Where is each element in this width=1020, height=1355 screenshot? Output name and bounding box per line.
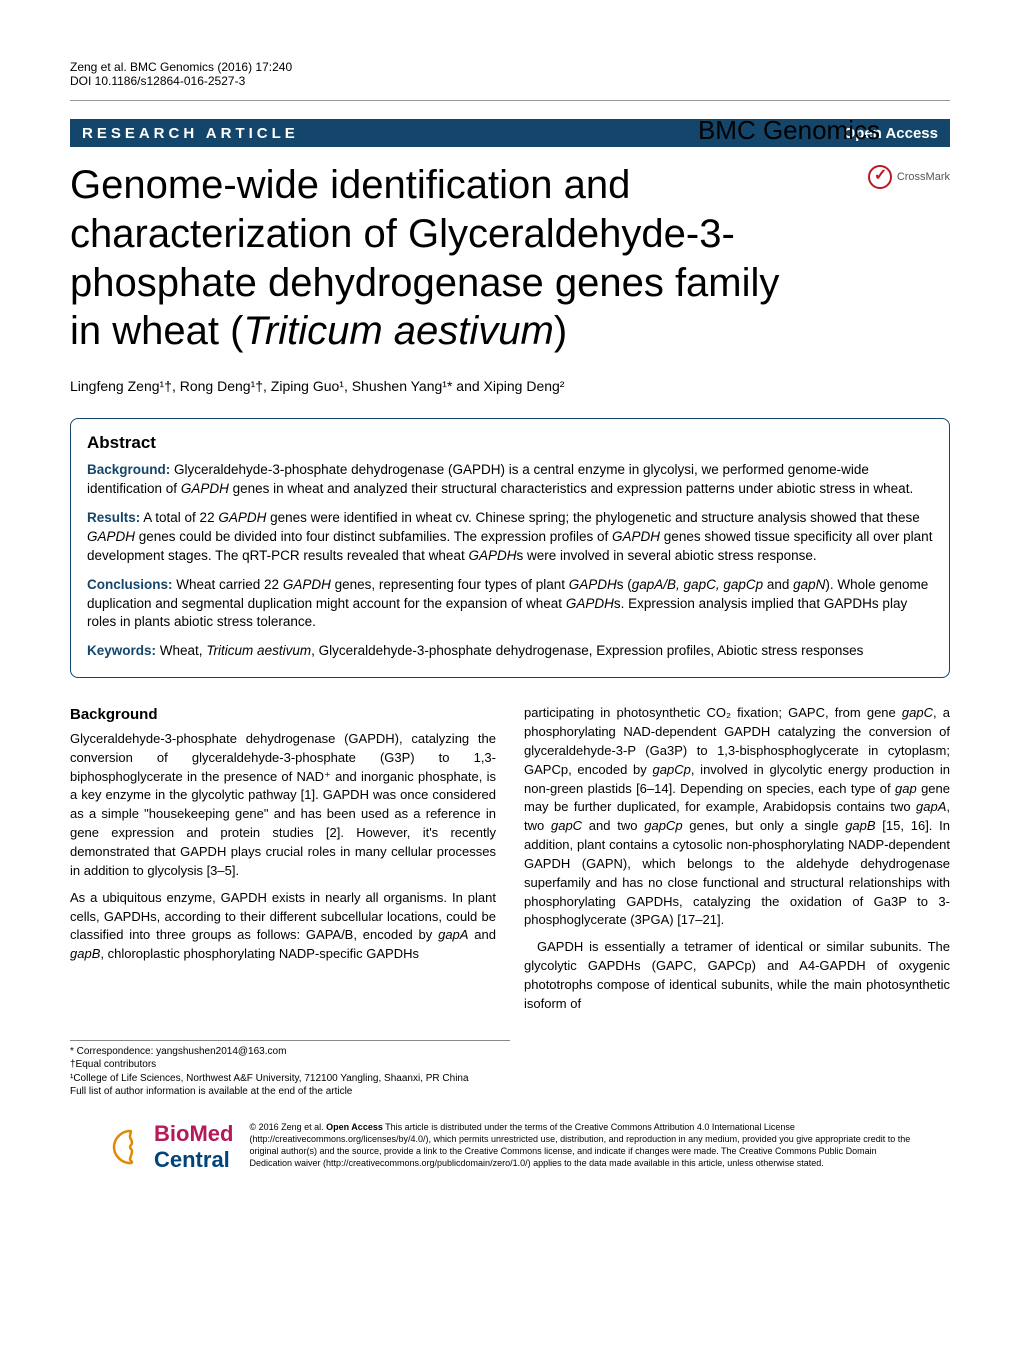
bmc-logo: BioMed Central <box>110 1121 233 1173</box>
c2p1-f: and two <box>582 818 644 833</box>
c2p1-i7: gapB <box>845 818 875 833</box>
banner-left: RESEARCH ARTICLE <box>82 125 299 142</box>
col2-p1: participating in photosynthetic CO₂ fixa… <box>524 704 950 930</box>
title-line4-italic: Triticum aestivum <box>243 309 553 353</box>
bmc-logo-bio: BioMed <box>154 1121 233 1146</box>
abs-res-i4: GAPDH <box>468 548 516 563</box>
c2p1-g: genes, but only a single <box>683 818 846 833</box>
abs-con-c: s ( <box>617 577 632 592</box>
abs-con-i4: gapN <box>793 577 825 592</box>
title-line2: characterization of Glyceraldehyde-3- <box>70 212 735 256</box>
c2p1-i1: gapC <box>902 705 933 720</box>
abstract-conclusions: Conclusions: Wheat carried 22 GAPDH gene… <box>87 576 933 633</box>
title-line4a: in wheat ( <box>70 309 243 353</box>
footnotes: * Correspondence: yangshushen2014@163.co… <box>70 1040 510 1099</box>
abs-kw-a: Wheat, <box>156 643 206 658</box>
title-line1: Genome-wide identification and <box>70 163 630 207</box>
crossmark-icon <box>868 165 892 189</box>
authors-line: Lingfeng Zeng¹†, Rong Deng¹†, Ziping Guo… <box>70 378 950 394</box>
abs-con-d: and <box>763 577 793 592</box>
abs-res-i2: GAPDH <box>87 529 135 544</box>
c1p2-a: As a ubiquitous enzyme, GAPDH exists in … <box>70 890 496 943</box>
article-title: Genome-wide identification and character… <box>70 161 950 356</box>
col2-p2: GAPDH is essentially a tetramer of ident… <box>524 938 950 1013</box>
title-line4b: ) <box>554 309 567 353</box>
abs-con-b: genes, representing four types of plant <box>331 577 569 592</box>
fn-affiliation1: ¹College of Life Sciences, Northwest A&F… <box>70 1072 510 1086</box>
c2p1-i2: gapCp <box>653 762 691 777</box>
abs-res-label: Results: <box>87 510 140 525</box>
abstract-results: Results: A total of 22 GAPDH genes were … <box>87 509 933 566</box>
abs-res-c: genes could be divided into four distinc… <box>135 529 612 544</box>
abs-con-i5: GAPDH <box>566 596 614 611</box>
abs-res-i1: GAPDH <box>218 510 266 525</box>
lic-bold: Open Access <box>326 1122 383 1132</box>
lic-a: © 2016 Zeng et al. <box>249 1122 326 1132</box>
page-root: Zeng et al. BMC Genomics (2016) 17:240 D… <box>0 0 1020 1203</box>
abs-res-e: s were involved in several abiotic stres… <box>516 548 816 563</box>
fn-correspondence: * Correspondence: yangshushen2014@163.co… <box>70 1045 510 1059</box>
c2p1-i5: gapC <box>551 818 582 833</box>
abs-res-a: A total of 22 <box>140 510 218 525</box>
journal-logo: BMC Genomics <box>698 115 880 146</box>
abstract-heading: Abstract <box>87 433 933 453</box>
license-text: © 2016 Zeng et al. Open Access This arti… <box>249 1121 950 1170</box>
crossmark-label: CrossMark <box>897 171 950 183</box>
fn-equal: †Equal contributors <box>70 1058 510 1072</box>
abs-bg-b: genes in wheat and analyzed their struct… <box>229 481 913 496</box>
abs-con-i3: gapA/B, gapC, gapCp <box>632 577 763 592</box>
header-row: Zeng et al. BMC Genomics (2016) 17:240 D… <box>70 60 950 101</box>
column-left: Background Glyceraldehyde-3-phosphate de… <box>70 704 496 1022</box>
c1p2-i2: gapB <box>70 946 100 961</box>
abstract-box: Abstract Background: Glyceraldehyde-3-ph… <box>70 418 950 678</box>
abs-con-a: Wheat carried 22 <box>173 577 283 592</box>
citation-text: Zeng et al. BMC Genomics (2016) 17:240 <box>70 60 292 74</box>
column-right: participating in photosynthetic CO₂ fixa… <box>524 704 950 1022</box>
c2p1-h: [15, 16]. In addition, plant contains a … <box>524 818 950 927</box>
abs-res-i3: GAPDH <box>612 529 660 544</box>
col1-p1: Glyceraldehyde-3-phosphate dehydrogenase… <box>70 730 496 881</box>
citation-line: Zeng et al. BMC Genomics (2016) 17:240 D… <box>70 60 950 88</box>
background-heading: Background <box>70 704 496 726</box>
title-area: CrossMark Genome-wide identification and… <box>70 161 950 356</box>
c1p2-i1: gapA <box>438 927 468 942</box>
c2p1-a: participating in photosynthetic CO₂ fixa… <box>524 705 902 720</box>
abs-kw-b: , Glyceraldehyde-3-phosphate dehydrogena… <box>311 643 863 658</box>
abs-res-b: genes were identified in wheat cv. Chine… <box>266 510 919 525</box>
c1p2-c: , chloroplastic phosphorylating NADP-spe… <box>100 946 419 961</box>
abstract-keywords: Keywords: Wheat, Triticum aestivum, Glyc… <box>87 642 933 661</box>
body-columns: Background Glyceraldehyde-3-phosphate de… <box>70 704 950 1022</box>
abs-kw-i1: Triticum aestivum <box>206 643 311 658</box>
abs-bg-label: Background: <box>87 462 170 477</box>
abs-con-label: Conclusions: <box>87 577 173 592</box>
fn-full-list: Full list of author information is avail… <box>70 1085 510 1099</box>
abs-kw-label: Keywords: <box>87 643 156 658</box>
c2p1-i3: gap <box>895 781 917 796</box>
doi-text: DOI 10.1186/s12864-016-2527-3 <box>70 74 245 88</box>
bmc-logo-icon <box>110 1127 150 1167</box>
c2p1-i6: gapCp <box>644 818 682 833</box>
abstract-background: Background: Glyceraldehyde-3-phosphate d… <box>87 461 933 499</box>
bmc-logo-text: BioMed Central <box>154 1121 233 1173</box>
bmc-footer: BioMed Central © 2016 Zeng et al. Open A… <box>70 1113 950 1173</box>
c1p2-b: and <box>468 927 496 942</box>
c2p1-i4: gapA <box>916 799 946 814</box>
title-line3: phosphate dehydrogenase genes family <box>70 261 779 305</box>
abs-con-i2: GAPDH <box>569 577 617 592</box>
bmc-logo-central: Central <box>154 1147 230 1172</box>
col1-p2: As a ubiquitous enzyme, GAPDH exists in … <box>70 889 496 964</box>
abs-bg-i1: GAPDH <box>181 481 229 496</box>
crossmark-badge[interactable]: CrossMark <box>868 165 950 189</box>
abs-con-i1: GAPDH <box>283 577 331 592</box>
